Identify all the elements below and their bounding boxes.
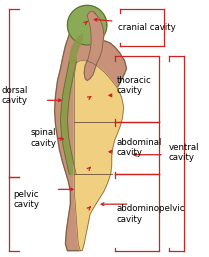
Polygon shape xyxy=(74,61,124,251)
Text: pelvic
cavity: pelvic cavity xyxy=(13,189,39,209)
Polygon shape xyxy=(61,61,76,175)
Polygon shape xyxy=(69,34,82,61)
Text: dorsal
cavity: dorsal cavity xyxy=(1,86,28,105)
Text: thoracic
cavity: thoracic cavity xyxy=(117,76,152,95)
Text: ventral
cavity: ventral cavity xyxy=(169,143,199,162)
Polygon shape xyxy=(55,11,126,251)
Text: spinal
cavity: spinal cavity xyxy=(31,128,57,148)
Text: abdominopelvic
cavity: abdominopelvic cavity xyxy=(117,204,185,224)
Polygon shape xyxy=(84,11,104,80)
Text: abdominal
cavity: abdominal cavity xyxy=(117,138,162,158)
Text: cranial cavity: cranial cavity xyxy=(118,23,175,32)
Polygon shape xyxy=(68,5,107,45)
